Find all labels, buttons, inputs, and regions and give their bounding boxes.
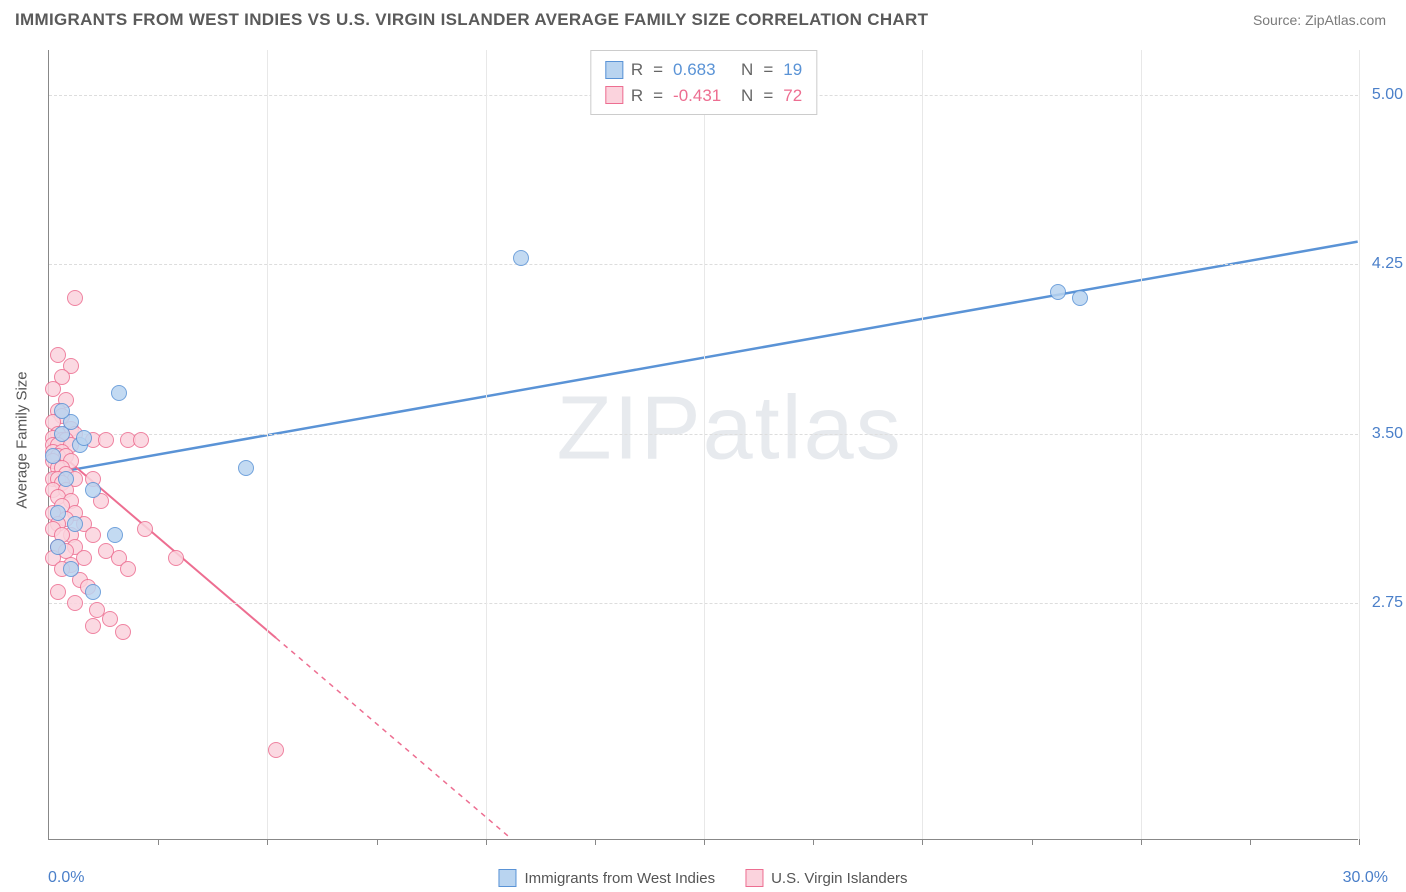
swatch-series-2 (605, 86, 623, 104)
stats-row-series-1: R= 0.683 N= 19 (605, 57, 802, 83)
data-point (50, 505, 66, 521)
data-point (67, 290, 83, 306)
legend-label-2: U.S. Virgin Islanders (771, 870, 907, 887)
stats-box: R= 0.683 N= 19 R= -0.431 N= 72 (590, 50, 817, 115)
title-bar: IMMIGRANTS FROM WEST INDIES VS U.S. VIRG… (0, 0, 1406, 35)
x-tick (158, 839, 159, 845)
data-point (133, 432, 149, 448)
chart-container: ZIPatlas R= 0.683 N= 19 R= -0.431 N= 72 … (48, 50, 1388, 840)
r-value-series-2: -0.431 (673, 83, 733, 109)
x-tick (1141, 839, 1142, 845)
r-value-series-1: 0.683 (673, 57, 733, 83)
gridline-v (267, 50, 268, 839)
watermark: ZIPatlas (557, 377, 903, 480)
y-tick-label: 3.50 (1372, 425, 1403, 443)
legend-item-2: U.S. Virgin Islanders (745, 869, 907, 887)
data-point (111, 385, 127, 401)
data-point (85, 482, 101, 498)
data-point (85, 584, 101, 600)
gridline-v (704, 50, 705, 839)
chart-title: IMMIGRANTS FROM WEST INDIES VS U.S. VIRG… (15, 10, 928, 30)
x-tick (922, 839, 923, 845)
data-point (85, 527, 101, 543)
y-tick-label: 2.75 (1372, 594, 1403, 612)
x-tick (267, 839, 268, 845)
gridline-v (922, 50, 923, 839)
data-point (54, 403, 70, 419)
x-tick (704, 839, 705, 845)
x-axis-min-label: 0.0% (48, 869, 84, 887)
data-point (137, 521, 153, 537)
plot-area: ZIPatlas R= 0.683 N= 19 R= -0.431 N= 72 … (48, 50, 1358, 840)
bottom-legend: Immigrants from West Indies U.S. Virgin … (498, 869, 907, 887)
legend-swatch-2 (745, 869, 763, 887)
data-point (63, 561, 79, 577)
data-point (107, 527, 123, 543)
data-point (67, 516, 83, 532)
data-point (50, 584, 66, 600)
y-tick-label: 5.00 (1372, 86, 1403, 104)
data-point (168, 550, 184, 566)
data-point (50, 539, 66, 555)
x-tick (813, 839, 814, 845)
x-tick (1359, 839, 1360, 845)
data-point (45, 381, 61, 397)
x-tick (486, 839, 487, 845)
data-point (1050, 284, 1066, 300)
data-point (268, 742, 284, 758)
x-axis-max-label: 30.0% (1343, 869, 1388, 887)
source-attribution: Source: ZipAtlas.com (1253, 12, 1386, 28)
x-tick (595, 839, 596, 845)
data-point (50, 347, 66, 363)
gridline-v (1359, 50, 1360, 839)
y-tick-label: 4.25 (1372, 255, 1403, 273)
data-point (115, 624, 131, 640)
data-point (102, 611, 118, 627)
n-value-series-1: 19 (783, 57, 802, 83)
gridline-v (1141, 50, 1142, 839)
data-point (98, 432, 114, 448)
x-tick (377, 839, 378, 845)
data-point (67, 595, 83, 611)
data-point (513, 250, 529, 266)
x-tick (1032, 839, 1033, 845)
data-point (58, 471, 74, 487)
legend-label-1: Immigrants from West Indies (524, 870, 715, 887)
n-value-series-2: 72 (783, 83, 802, 109)
data-point (1072, 290, 1088, 306)
data-point (120, 561, 136, 577)
stats-row-series-2: R= -0.431 N= 72 (605, 83, 802, 109)
x-tick (1250, 839, 1251, 845)
legend-item-1: Immigrants from West Indies (498, 869, 715, 887)
legend-swatch-1 (498, 869, 516, 887)
gridline-v (486, 50, 487, 839)
data-point (238, 460, 254, 476)
data-point (45, 448, 61, 464)
swatch-series-1 (605, 61, 623, 79)
y-axis-label: Average Family Size (14, 371, 31, 508)
data-point (76, 430, 92, 446)
data-point (85, 618, 101, 634)
